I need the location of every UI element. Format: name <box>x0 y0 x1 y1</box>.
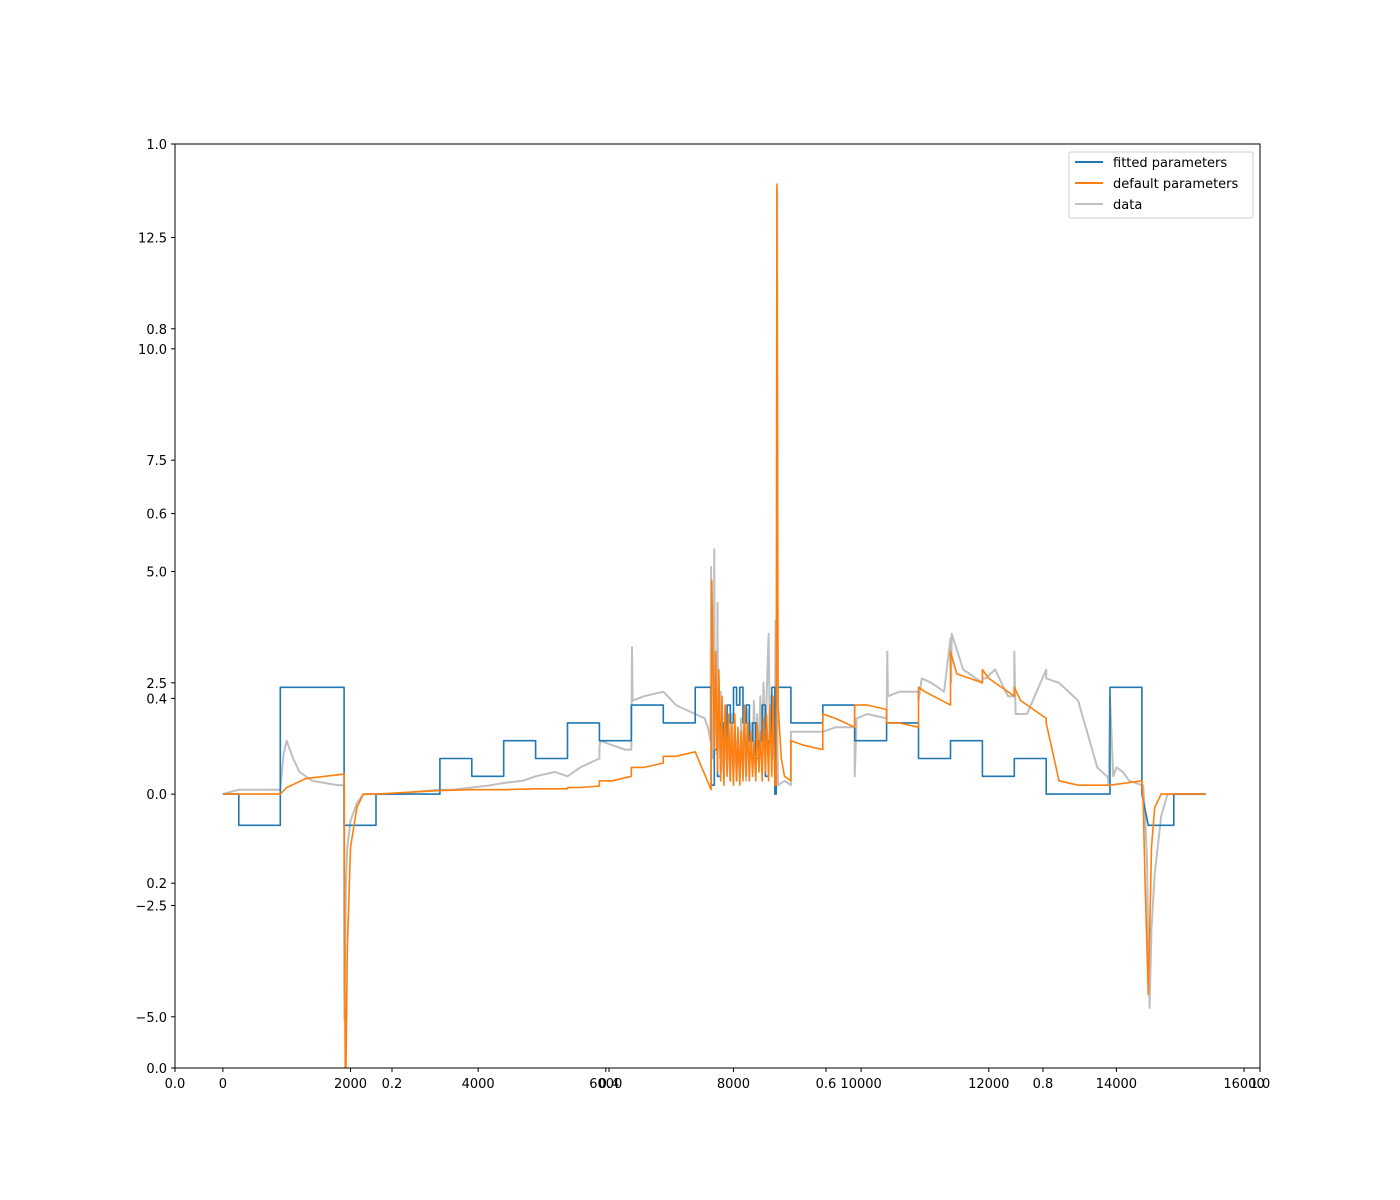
secondary-x-tick-label: 0.4 <box>599 1077 620 1092</box>
y-axis: −5.0 −2.5 0.0 2.5 5.0 7.5 10.0 12.5 <box>135 232 175 1026</box>
series-line-default-parameters <box>222 183 1206 1068</box>
secondary-y-tick-label: 0.0 <box>146 1062 167 1077</box>
secondary-y-axis: 0.0 0.2 0.4 0.6 0.8 1.0 <box>146 138 175 1077</box>
secondary-x-tick-label: 1.0 <box>1250 1077 1271 1092</box>
y-tick-label: 2.5 <box>146 677 167 692</box>
x-tick-label: 6000 <box>589 1077 622 1092</box>
x-tick-label: 14000 <box>1096 1077 1137 1092</box>
secondary-y-tick-label: 0.6 <box>146 508 167 523</box>
secondary-x-tick-label: 0.6 <box>816 1077 837 1092</box>
legend: fitted parameters default parameters dat… <box>1068 151 1254 219</box>
legend-label-data: data <box>1113 198 1142 213</box>
secondary-y-tick-label: 0.4 <box>146 692 167 707</box>
secondary-x-tick-label: 0.2 <box>382 1077 403 1092</box>
y-tick-label: −2.5 <box>135 899 167 914</box>
y-tick-label: −5.0 <box>135 1011 167 1026</box>
y-tick-label: 12.5 <box>138 232 167 247</box>
x-tick-label: 0 <box>219 1077 227 1092</box>
legend-label-fitted: fitted parameters <box>1113 156 1227 171</box>
x-tick-label: 2000 <box>334 1077 367 1092</box>
series-layer <box>222 183 1206 1068</box>
x-tick-label: 10000 <box>840 1077 881 1092</box>
plot-frame <box>174 143 1261 1069</box>
legend-box <box>1068 151 1254 219</box>
y-tick-label: 7.5 <box>146 454 167 469</box>
x-tick-label: 16000 <box>1223 1077 1264 1092</box>
x-tick-label: 8000 <box>717 1077 750 1092</box>
x-tick-label: 12000 <box>968 1077 1009 1092</box>
x-tick-label: 4000 <box>462 1077 495 1092</box>
secondary-y-tick-label: 0.8 <box>146 323 167 338</box>
secondary-x-tick-label: 0.0 <box>165 1077 186 1092</box>
secondary-y-tick-label: 1.0 <box>146 138 167 153</box>
x-axis: 0 2000 4000 6000 8000 10000 12000 14000 16000 <box>219 1068 1265 1092</box>
y-tick-label: 0.0 <box>146 788 167 803</box>
legend-label-default: default parameters <box>1113 177 1239 192</box>
series-line-data <box>222 187 1206 1023</box>
secondary-x-axis: 0.0 0.2 0.4 0.6 0.8 1.0 <box>165 1068 1271 1092</box>
y-tick-label: 5.0 <box>146 565 167 580</box>
y-tick-label: 10.0 <box>138 343 167 358</box>
secondary-y-tick-label: 0.2 <box>146 877 167 892</box>
secondary-x-tick-label: 0.8 <box>1033 1077 1054 1092</box>
